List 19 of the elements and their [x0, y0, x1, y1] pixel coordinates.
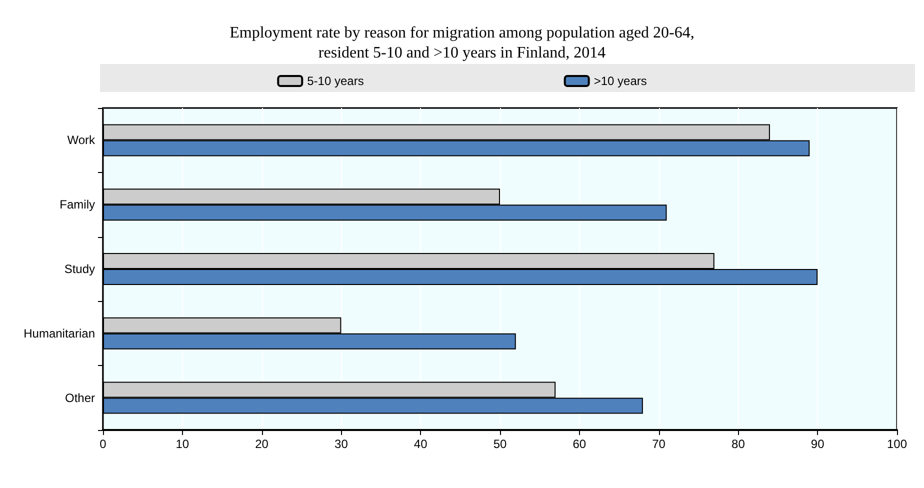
legend-label: 5-10 years — [307, 74, 364, 88]
x-tick-label: 70 — [652, 437, 666, 451]
y-tick-label: Work — [67, 133, 96, 148]
y-tick-label: Study — [64, 262, 95, 276]
x-tick-label: 20 — [255, 437, 269, 451]
y-tick-label: Humanitarian — [24, 326, 95, 340]
x-tick-label: 40 — [414, 437, 428, 451]
x-tick-label: 60 — [572, 437, 586, 451]
chart-title: Employment rate by reason for migration among population aged 20-64, resident 5-10 and >10 years in Finland, 2014 — [230, 24, 694, 62]
x-tick-label: 100 — [886, 437, 908, 451]
x-tick-label: 30 — [334, 437, 348, 451]
x-tick-label: 90 — [810, 437, 825, 451]
x-tick-label: 80 — [732, 437, 746, 451]
legend-label: >10 years — [594, 74, 647, 88]
y-tick-label: Other — [64, 390, 95, 405]
y-tick-label: Family — [60, 198, 95, 212]
x-tick-label: 50 — [493, 437, 507, 451]
x-tick-label: 10 — [176, 437, 190, 451]
x-tick-label: 0 — [100, 437, 107, 451]
